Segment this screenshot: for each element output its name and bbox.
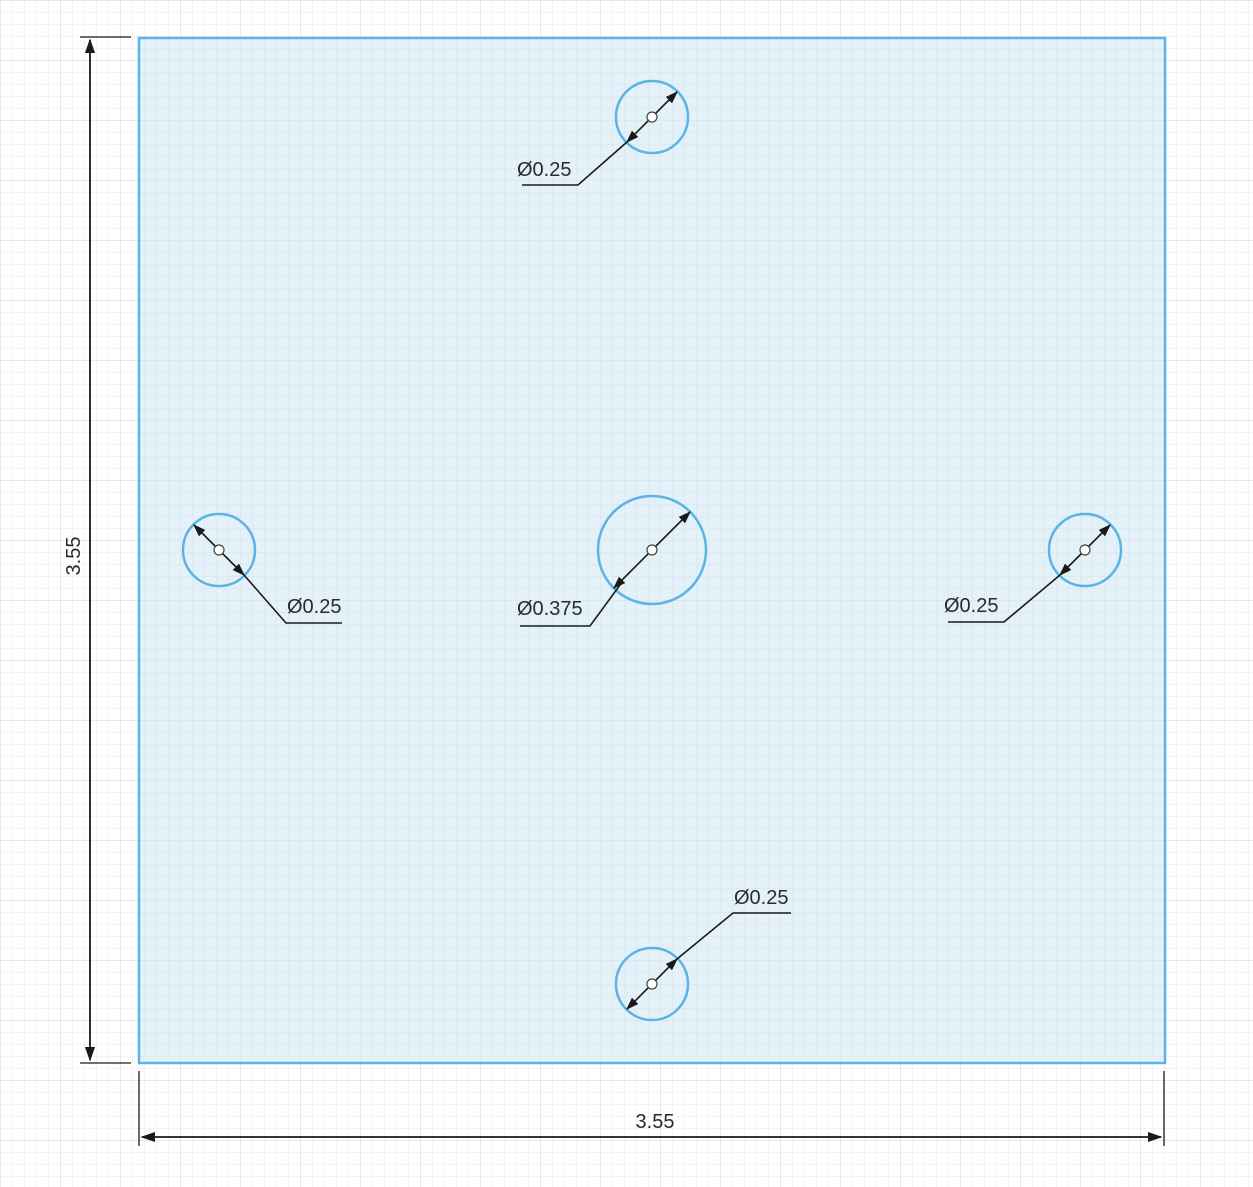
width-dimension[interactable]: 3.55 [138,1071,1165,1146]
plate-outline[interactable] [137,36,1167,1065]
hole-top-leader [522,141,628,186]
hole-top-label[interactable]: Ø0.25 [517,159,571,181]
hole-center-leader [520,584,621,627]
hole-right-center-point[interactable] [1079,544,1091,556]
hole-top-center-point[interactable] [646,111,658,123]
hole-right-leader [948,574,1061,623]
hole-top[interactable]: Ø0.25 [517,79,690,186]
width-label[interactable]: 3.55 [636,1111,675,1133]
hole-center-circle[interactable] [596,494,708,606]
height-label[interactable]: 3.55 [63,537,85,576]
hole-center[interactable]: Ø0.375 [517,494,708,627]
hole-top-circle[interactable] [614,79,690,155]
height-dimension[interactable]: 3.55 [63,36,131,1064]
hole-bottom-center-point[interactable] [646,978,658,990]
hole-bottom[interactable]: Ø0.25 [614,887,791,1022]
hole-center-center-point[interactable] [646,544,658,556]
hole-center-label[interactable]: Ø0.375 [517,598,583,620]
hole-left-center-point[interactable] [213,544,225,556]
hole-bottom-leader [676,912,791,960]
hole-right-label[interactable]: Ø0.25 [944,595,998,617]
hole-bottom-circle[interactable] [614,946,690,1022]
hole-right-circle[interactable] [1047,512,1123,588]
hole-left[interactable]: Ø0.25 [181,512,342,624]
hole-bottom-label[interactable]: Ø0.25 [734,887,788,909]
hole-left-leader [243,574,342,624]
hole-right[interactable]: Ø0.25 [944,512,1123,623]
hole-left-circle[interactable] [181,512,257,588]
hole-left-label[interactable]: Ø0.25 [287,596,341,618]
